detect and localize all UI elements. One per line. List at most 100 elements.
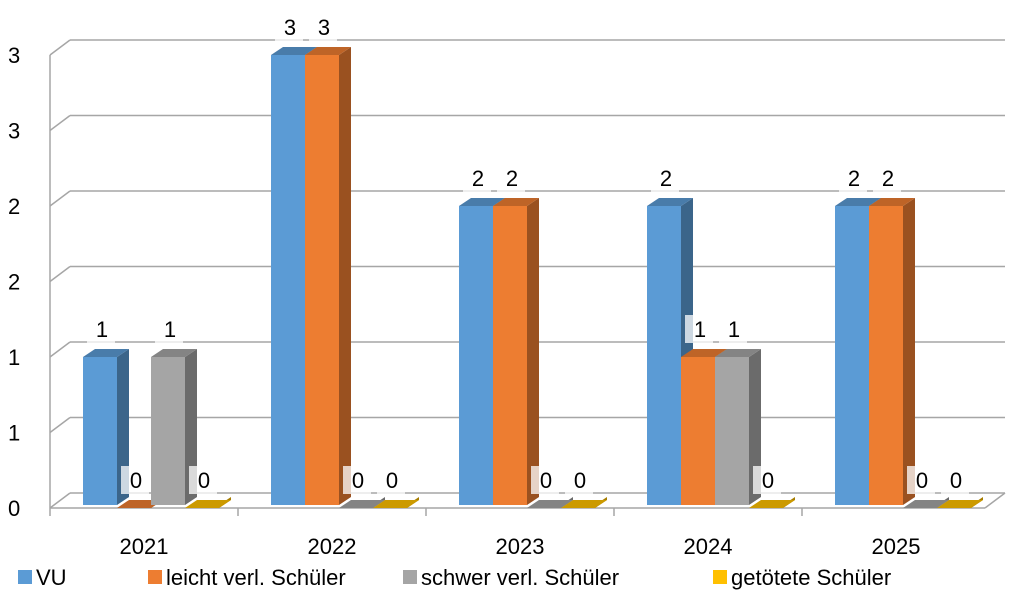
value-label: 1 [728,317,740,342]
bar [715,349,761,505]
legend-label: VU [36,565,67,590]
bar-front [493,206,527,505]
bar [185,497,231,508]
value-label: 1 [96,317,108,342]
bar-top [527,500,573,508]
bar [493,198,539,505]
bar [305,47,351,505]
bar-top [715,349,761,357]
x-tick-label: 2025 [872,534,921,559]
bar-front [715,357,749,505]
bar-front [681,357,715,505]
bar-front [869,206,903,505]
value-label: 3 [284,15,296,40]
bar-top [869,198,915,206]
value-label-bg [753,466,781,494]
bar-front [647,206,681,505]
value-label: 0 [540,468,552,493]
value-label-bg [377,466,405,494]
value-label: 0 [916,468,928,493]
bar [527,497,573,508]
x-tick-label: 2022 [308,534,357,559]
value-label-bg [87,315,115,343]
bar [937,497,983,508]
grid-line-side [49,190,71,207]
value-label: 1 [694,317,706,342]
bar-front [151,357,185,505]
grid-line-side [49,39,71,56]
bar [903,497,949,508]
legend-swatch [148,570,162,584]
value-label-bg [873,164,901,192]
value-label: 0 [762,468,774,493]
grid-line-side [49,341,71,358]
value-label-bg [531,466,559,494]
value-label-bg [907,466,935,494]
value-label: 0 [574,468,586,493]
bar [749,497,795,508]
bar-side [527,198,539,505]
value-label: 2 [506,166,518,191]
bar-top [271,47,317,55]
bar-top [493,198,539,206]
bar-top [305,47,351,55]
legend-swatch [713,570,727,584]
legend-label: getötete Schüler [731,565,891,590]
value-label: 2 [660,166,672,191]
value-label-bg [941,466,969,494]
x-tick-label: 2024 [684,534,733,559]
bar-side [339,47,351,505]
value-label-bg [463,164,491,192]
y-tick-label: 3 [8,43,20,68]
bar-top [903,500,949,508]
value-label-bg [651,164,679,192]
value-label: 0 [950,468,962,493]
bar-top [647,198,693,206]
bar-side [903,198,915,505]
bar [561,497,607,508]
value-label-bg [839,164,867,192]
legend-swatch [403,570,417,584]
value-label-bg [309,13,337,41]
legend-swatch [18,570,32,584]
bar-top [83,349,129,357]
value-label: 0 [130,468,142,493]
bar-top [835,198,881,206]
x-tick-label: 2021 [120,534,169,559]
value-label: 3 [318,15,330,40]
bar-front [305,55,339,505]
value-label-bg [275,13,303,41]
bar-top [151,349,197,357]
grid-line-side [49,265,71,283]
value-label-bg [497,164,525,192]
value-label: 0 [386,468,398,493]
value-label-bg [719,315,747,343]
bar-top [459,198,505,206]
grid-line-side [49,114,71,132]
bar-front [271,55,305,505]
y-tick-label: 1 [8,345,20,370]
bar-front [835,206,869,505]
value-label-bg [121,466,149,494]
value-label: 0 [352,468,364,493]
value-label-bg [155,315,183,343]
y-tick-label: 1 [8,420,20,445]
bar [869,198,915,505]
value-label-bg [189,466,217,494]
y-tick-label: 3 [8,118,20,143]
bar-top [937,500,983,508]
y-tick-label: 2 [8,269,20,294]
x-axis-depth [984,492,1006,509]
y-tick-label: 0 [8,496,20,521]
bar-top [749,500,795,508]
value-label-bg [343,466,371,494]
y-tick-label: 2 [8,194,20,219]
bar-front [459,206,493,505]
bar-top [373,500,419,508]
value-label: 2 [848,166,860,191]
bar-top [339,500,385,508]
grid-line-side [49,492,71,509]
legend-label: schwer verl. Schüler [421,565,619,590]
value-label: 1 [164,317,176,342]
